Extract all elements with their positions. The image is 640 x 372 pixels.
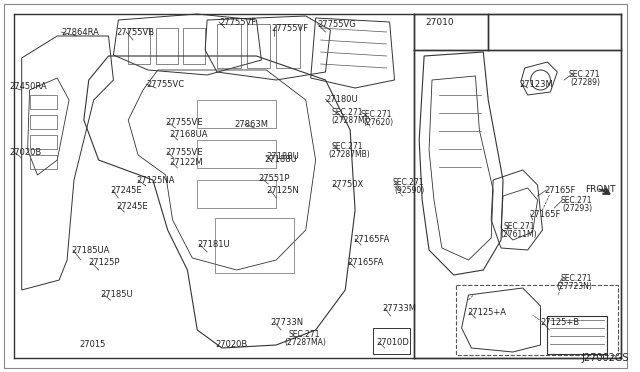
Text: (27287MA): (27287MA) (284, 338, 326, 347)
Text: 27755VB: 27755VB (116, 28, 154, 37)
Text: 27245E: 27245E (111, 186, 142, 195)
Text: 27122M: 27122M (170, 158, 204, 167)
Text: SEC.271: SEC.271 (560, 274, 592, 283)
Text: 27181U: 27181U (197, 240, 230, 249)
Bar (547, 316, 607, 354)
Bar (29, 135, 57, 149)
Text: SEC.271: SEC.271 (503, 222, 534, 231)
Text: 27185UA: 27185UA (71, 246, 109, 255)
Text: 27168UA: 27168UA (170, 130, 208, 139)
Text: (27611M): (27611M) (500, 230, 537, 239)
Bar (184, 28, 205, 64)
Text: 27165F: 27165F (545, 186, 576, 195)
Text: 27755VG: 27755VG (317, 20, 356, 29)
Text: 27733M: 27733M (383, 304, 417, 313)
Text: SEC.271: SEC.271 (560, 196, 592, 205)
Text: SEC.271: SEC.271 (568, 70, 600, 79)
Bar (156, 28, 177, 64)
Text: (92590): (92590) (394, 186, 425, 195)
Text: 27863M: 27863M (235, 120, 269, 129)
Text: 27180U: 27180U (326, 95, 358, 104)
Text: 27185U: 27185U (100, 290, 133, 299)
Text: 27551P: 27551P (259, 174, 290, 183)
Bar (128, 28, 150, 64)
Text: 27015: 27015 (79, 340, 106, 349)
Text: FRONT: FRONT (585, 185, 616, 194)
Text: 27125NA: 27125NA (136, 176, 175, 185)
Text: 27020B: 27020B (10, 148, 42, 157)
Text: 27750X: 27750X (332, 180, 364, 189)
Text: 27010: 27010 (425, 18, 454, 27)
Bar (29, 115, 57, 129)
Text: (27723N): (27723N) (556, 282, 592, 291)
Text: 27125N: 27125N (266, 186, 299, 195)
Text: (27289): (27289) (570, 78, 600, 87)
Text: SEC.271: SEC.271 (332, 108, 363, 117)
Text: SEC.271: SEC.271 (392, 178, 424, 187)
Text: (27293): (27293) (562, 204, 593, 213)
Text: (27287M): (27287M) (332, 116, 368, 125)
Text: J27002GS: J27002GS (582, 353, 629, 363)
Text: (27287MB): (27287MB) (328, 150, 370, 159)
Text: 27755VC: 27755VC (146, 80, 184, 89)
Text: 27125+B: 27125+B (541, 318, 580, 327)
Text: 27864RA: 27864RA (61, 28, 99, 37)
Text: 27450RA: 27450RA (10, 82, 47, 91)
Text: 27733N: 27733N (270, 318, 303, 327)
Text: 27755VF: 27755VF (271, 24, 308, 33)
Text: 27188U: 27188U (264, 155, 297, 164)
Bar (217, 24, 241, 68)
Text: 27245E: 27245E (116, 202, 148, 211)
Text: 27165FA: 27165FA (353, 235, 390, 244)
Bar (373, 328, 410, 354)
Text: 27123M: 27123M (520, 80, 554, 89)
Text: SEC.271: SEC.271 (288, 330, 319, 339)
Text: SEC.271: SEC.271 (332, 142, 363, 151)
Text: 27010D: 27010D (377, 338, 410, 347)
Text: 27125+A: 27125+A (467, 308, 506, 317)
Bar (215, 218, 294, 273)
Text: 27165FA: 27165FA (347, 258, 383, 267)
Text: 27755VF: 27755VF (219, 18, 256, 27)
Bar (456, 285, 618, 355)
Text: 27755VE: 27755VE (166, 118, 204, 127)
Text: 27125P: 27125P (89, 258, 120, 267)
Bar (197, 180, 276, 208)
Bar (246, 24, 270, 68)
Text: 27165F: 27165F (530, 210, 561, 219)
Bar (197, 100, 276, 128)
Text: 27188U: 27188U (266, 152, 299, 161)
Text: SEC.271: SEC.271 (361, 110, 392, 119)
Bar (276, 24, 300, 68)
Bar (197, 140, 276, 168)
Text: 27755VE: 27755VE (166, 148, 204, 157)
Bar (29, 155, 57, 169)
Text: 27020B: 27020B (215, 340, 247, 349)
Text: (27620): (27620) (363, 118, 393, 127)
Bar (29, 95, 57, 109)
